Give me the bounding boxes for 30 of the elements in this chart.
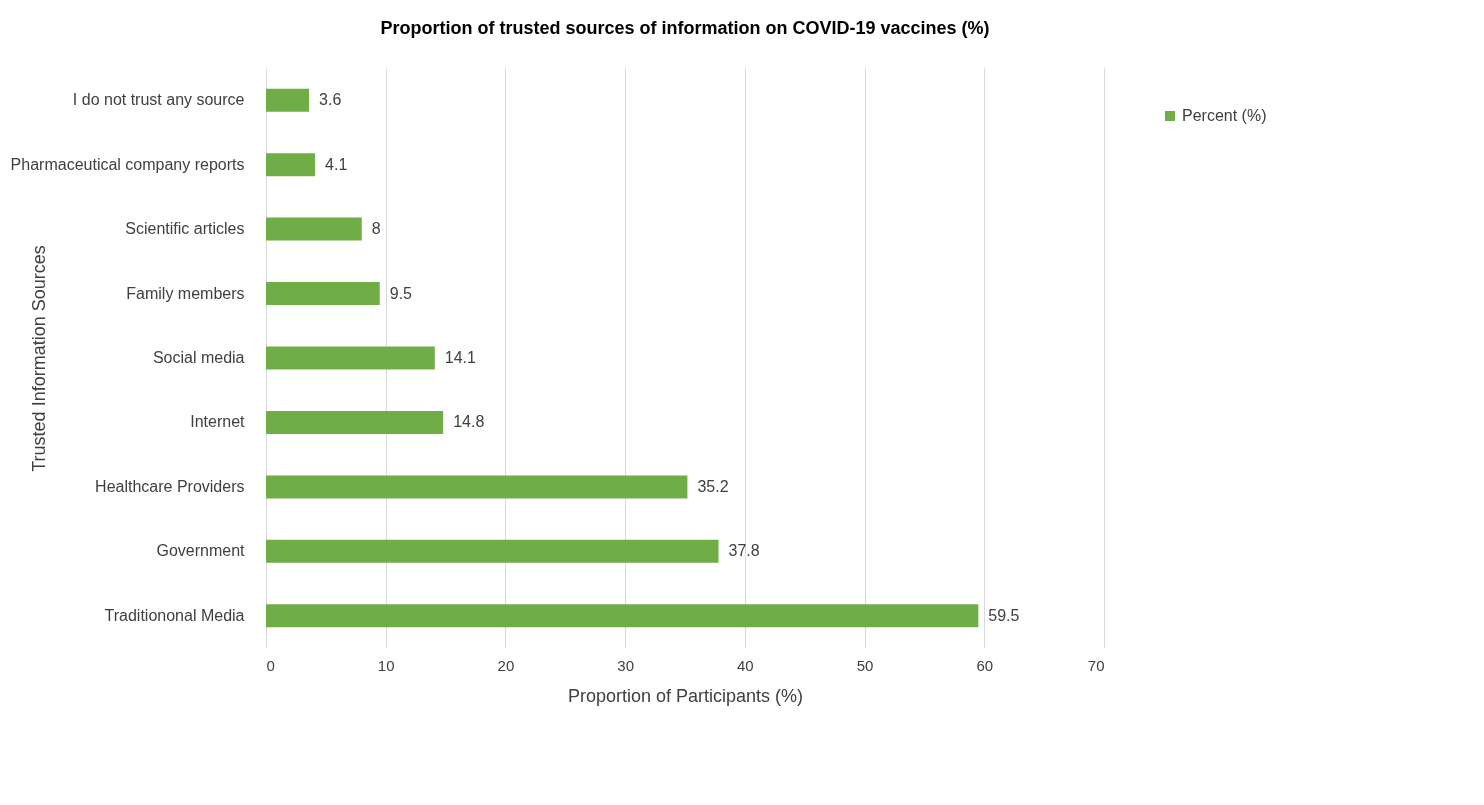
chart-title: Proportion of trusted sources of information on COVID-19 vaccines (%): [380, 18, 990, 38]
x-tick-label: 40: [737, 656, 754, 674]
y-tick-label: Internet: [190, 413, 246, 431]
data-label: 9.5: [389, 284, 413, 302]
x-tick-label: 10: [377, 656, 395, 674]
data-label: 35.2: [697, 477, 729, 495]
x-tick-label: 0: [266, 656, 275, 674]
x-axis-title: Proportion of Participants (%): [567, 685, 804, 706]
y-axis-title: Trusted Information Sources: [28, 245, 49, 472]
x-tick-label: 20: [497, 656, 515, 674]
x-tick-label: 50: [856, 656, 874, 674]
data-label: 8: [371, 220, 381, 238]
y-tick-label: Government: [156, 542, 246, 560]
data-label: 14.1: [444, 349, 477, 366]
x-tick-label: 70: [1087, 656, 1105, 674]
y-tick-label: Social media: [152, 349, 245, 366]
y-tick-label: Pharmaceutical company reports: [10, 155, 245, 173]
data-label: 3.6: [319, 91, 342, 109]
y-tick-label: I do not trust any source: [72, 91, 245, 109]
y-tick-label: Family members: [126, 284, 245, 302]
data-label: 59.5: [988, 606, 1020, 624]
data-label: 37.8: [728, 542, 760, 560]
y-tick-label: Scientific articles: [125, 220, 245, 238]
x-tick-label: 30: [617, 656, 634, 674]
data-label: 14.8: [453, 413, 485, 431]
y-tick-label: Traditiononal Media: [104, 606, 245, 624]
legend-label: Percent (%): [1182, 107, 1267, 124]
y-tick-label: Healthcare Providers: [95, 477, 245, 495]
data-label: 4.1: [325, 155, 348, 173]
x-tick-label: 60: [976, 656, 994, 674]
